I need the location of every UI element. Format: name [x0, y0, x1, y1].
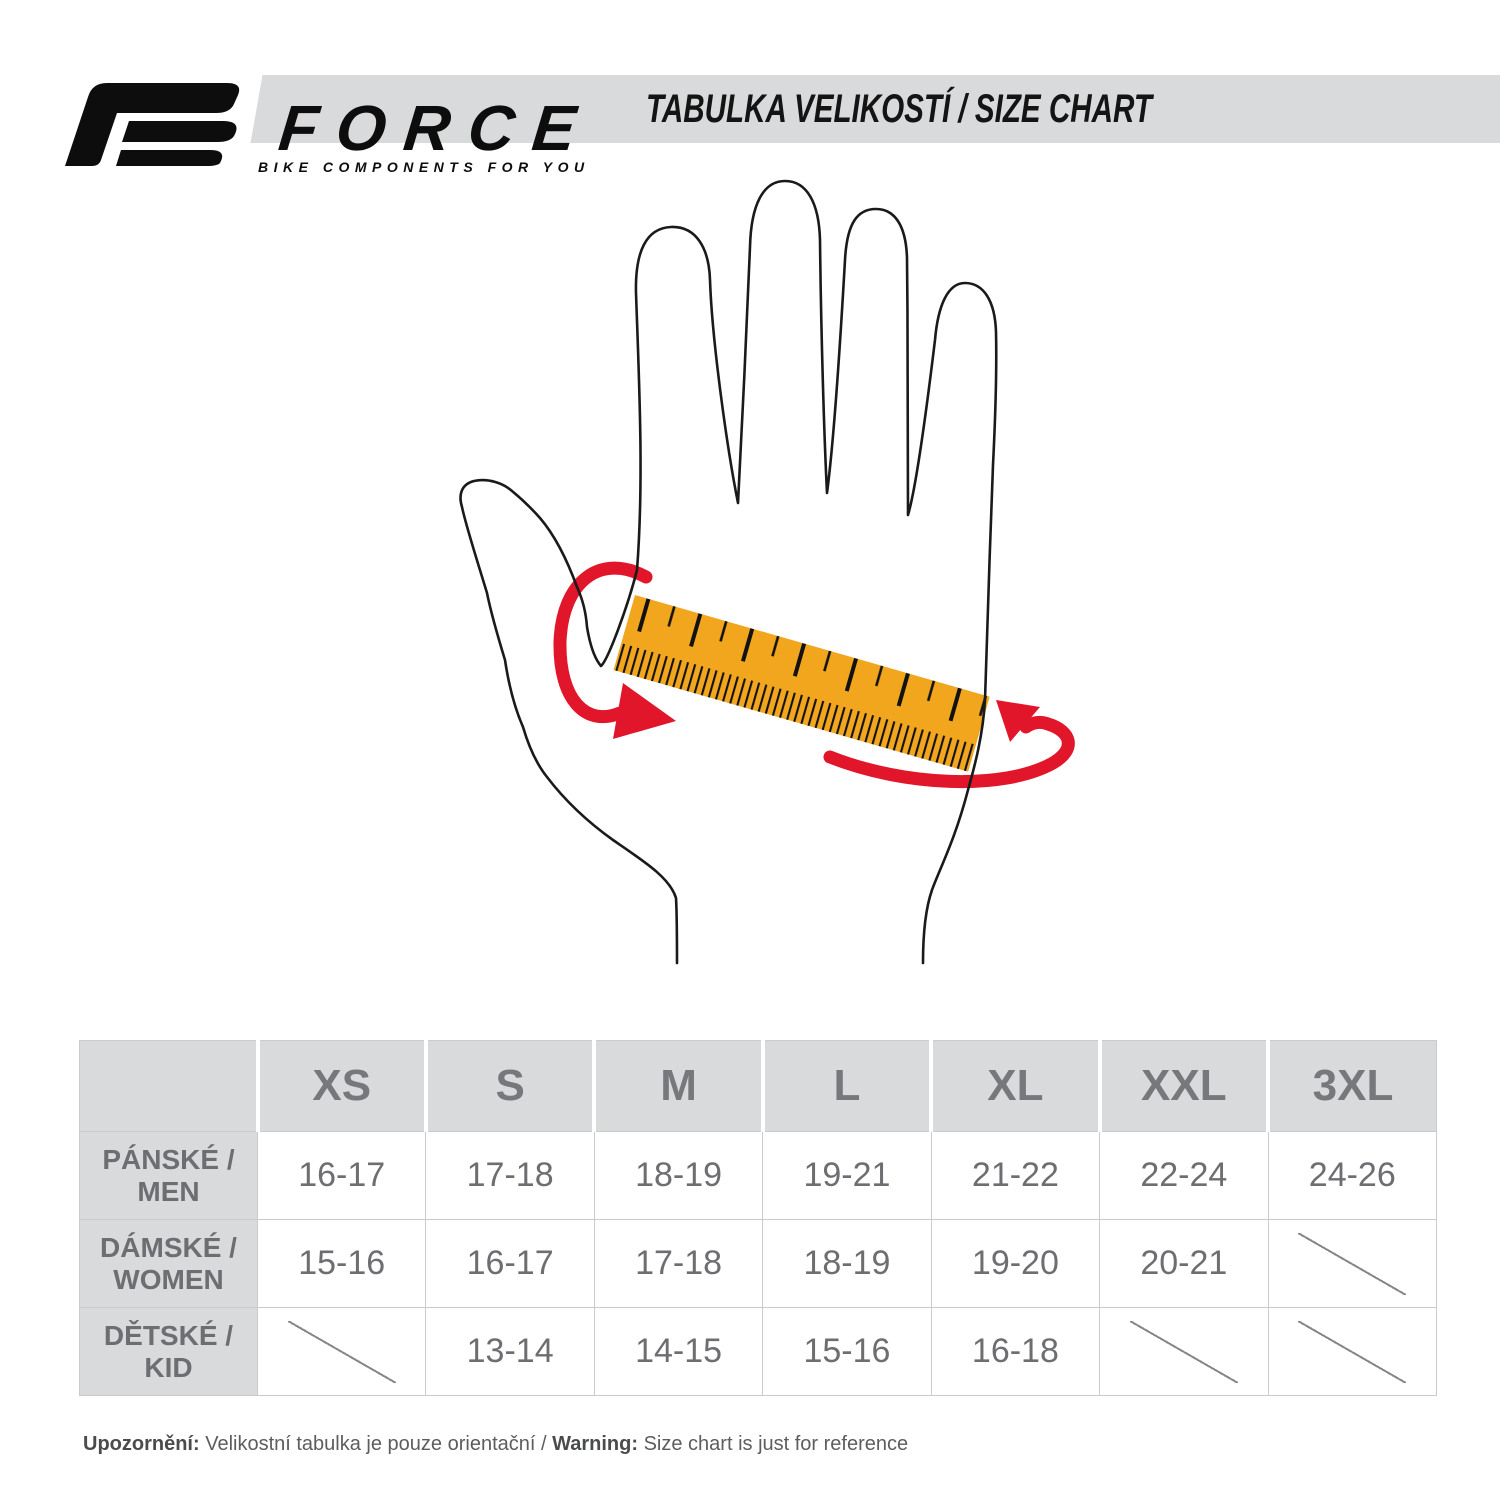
size-cell: 22-24: [1099, 1131, 1269, 1220]
size-cell: 21-22: [930, 1131, 1101, 1220]
wrap-arrow-right: [823, 700, 1075, 789]
size-cell: 20-21: [1099, 1219, 1269, 1308]
not-available-slash: [287, 1320, 396, 1383]
corner-cell: [79, 1040, 260, 1132]
size-cell: 19-21: [762, 1131, 932, 1220]
size-column-header: L: [760, 1040, 934, 1132]
size-column-header: XXL: [1097, 1040, 1271, 1132]
size-cell: 16-18: [930, 1307, 1101, 1396]
size-cell: 24-26: [1267, 1131, 1438, 1220]
size-cell: 17-18: [593, 1219, 764, 1308]
brand-tagline: BIKE COMPONENTS FOR YOU: [258, 159, 590, 175]
hand-outline-illustration: [459, 179, 1075, 965]
notice-text-cs: Velikostní tabulka je pouze orientační /: [199, 1433, 553, 1455]
size-cell: [1099, 1307, 1269, 1396]
size-column-header: XS: [255, 1040, 428, 1132]
size-cell: 13-14: [425, 1307, 595, 1396]
size-column-header: S: [423, 1040, 597, 1132]
size-cell: 14-15: [593, 1307, 764, 1396]
wrap-arrow-left: [553, 561, 676, 739]
size-table-header-row: XS S M L XL XXL 3XL: [79, 1040, 1438, 1132]
measuring-ruler: [613, 595, 990, 772]
not-available-slash: [1298, 1320, 1407, 1383]
size-cell: [1267, 1307, 1438, 1396]
size-cell: [256, 1307, 427, 1396]
header-gray-band: [250, 75, 1500, 143]
size-table: XS S M L XL XXL 3XL PÁNSKÉ / MEN 16-17 17-18 18-19…: [79, 1040, 1438, 1396]
size-cell: 16-17: [425, 1219, 595, 1308]
hand-fill: [460, 181, 997, 963]
table-row: DĚTSKÉ / KID 13-14 14-15 15-16 16-18: [79, 1307, 1438, 1396]
size-table-body: PÁNSKÉ / MEN 16-17 17-18 18-19 19-21 21-22 22-2…: [79, 1131, 1438, 1396]
size-cell: 15-16: [256, 1219, 427, 1308]
hand-outline: [459, 179, 998, 965]
size-chart-table-wrap: XS S M L XL XXL 3XL PÁNSKÉ / MEN 16-17 17-18 18-19…: [79, 1040, 1438, 1396]
not-available-slash: [1129, 1320, 1238, 1383]
size-column-header: XL: [929, 1040, 1102, 1132]
size-cell: 19-20: [930, 1219, 1101, 1308]
row-label: PÁNSKÉ / MEN: [79, 1131, 258, 1220]
page-title: TABULKA VELIKOSTÍ / SIZE CHART: [646, 87, 1152, 131]
row-label: DĚTSKÉ / KID: [79, 1307, 258, 1396]
size-cell: 18-19: [762, 1219, 932, 1308]
size-column-header: M: [592, 1040, 765, 1132]
size-cell: 16-17: [256, 1131, 427, 1220]
brand-wordmark: FORCE: [275, 92, 598, 164]
size-cell: [1267, 1219, 1438, 1308]
size-cell: 17-18: [425, 1131, 595, 1220]
notice-label-en: Warning:: [552, 1433, 639, 1455]
size-column-header: 3XL: [1266, 1040, 1438, 1132]
table-row: PÁNSKÉ / MEN 16-17 17-18 18-19 19-21 21-22 22-2…: [79, 1131, 1438, 1220]
table-row: DÁMSKÉ / WOMEN 15-16 16-17 17-18 18-19 19-20 20…: [79, 1219, 1438, 1308]
not-available-slash: [1298, 1232, 1407, 1295]
footer-notice: Upozornění: Velikostní tabulka je pouze …: [83, 1433, 908, 1456]
notice-label-cs: Upozornění:: [83, 1433, 200, 1455]
size-cell: 15-16: [762, 1307, 932, 1396]
size-cell: 18-19: [593, 1131, 764, 1220]
notice-text-en: Size chart is just for reference: [638, 1433, 909, 1455]
force-logo-glyph: [65, 83, 240, 166]
row-label: DÁMSKÉ / WOMEN: [79, 1219, 258, 1308]
